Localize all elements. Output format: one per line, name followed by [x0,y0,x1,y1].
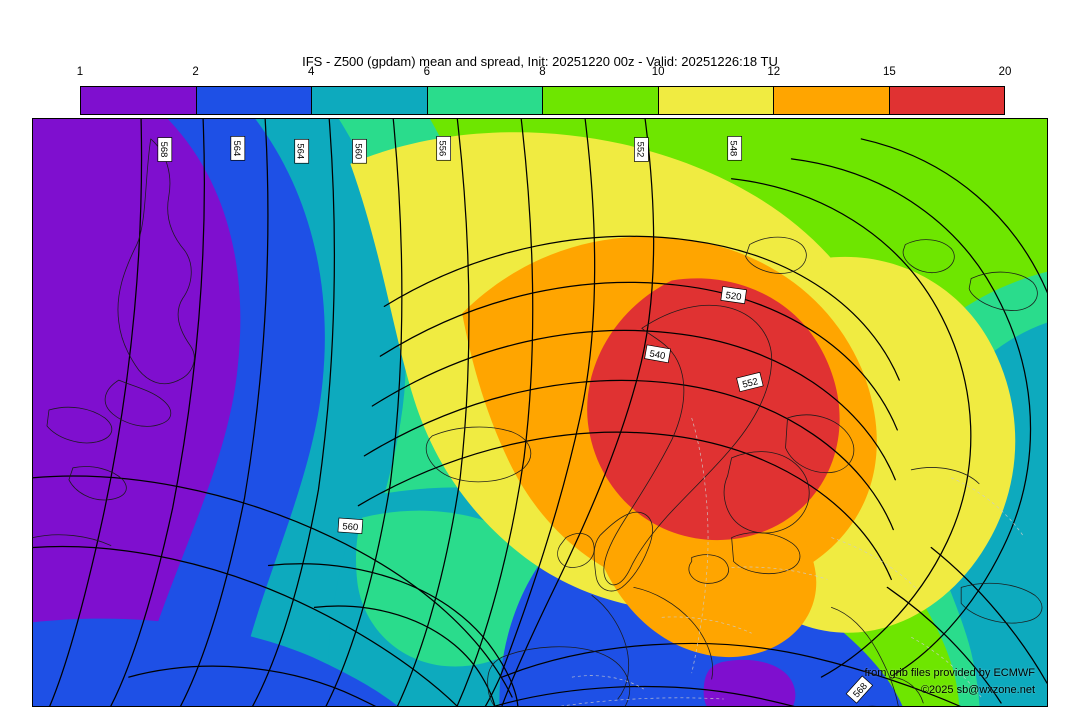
contour-label: 556 [436,136,452,161]
colorbar-segment-2-4 [196,87,312,114]
contour-label-box [845,675,874,704]
colorbar-tick-12: 12 [767,66,781,78]
contour-label-box [436,136,452,161]
contour-label-text: 560 [353,143,364,159]
contour-label-text: 548 [728,140,739,156]
contour-label-box [736,371,764,393]
colorbar-segment-1-2 [81,87,197,114]
contour-label: 564 [230,136,246,161]
colorbar-tick-1: 1 [76,66,84,78]
colorbar-segment-6-8 [427,87,543,114]
contour-label-text: 556 [437,140,448,156]
contour-label-box [230,136,246,161]
colorbar-segment-12-15 [774,87,890,114]
contour-label: 540 [644,344,672,364]
contour-label: 520 [720,286,747,305]
contour-label-box [337,517,364,534]
contour-label-text: 564 [295,143,306,159]
contour-label-box [727,136,743,161]
colorbar-segment-4-6 [312,87,428,114]
contour-label-text: 560 [342,521,359,533]
contour-label-box [634,137,649,162]
colorbar-tick-6: 6 [423,66,431,78]
contour-label: 548 [727,136,743,161]
copyright-credit: ©2025 sb@wxzone.net [920,684,1035,696]
colorbar-tick-4: 4 [308,66,315,78]
contour-label-box [294,138,310,164]
contour-label-text: 564 [231,140,242,156]
contour-label: 560 [352,138,367,164]
page-title: IFS - Z500 (gpdam) mean and spread, Init… [302,54,778,69]
contour-label-box [157,137,173,162]
contour-label-text: 540 [649,348,666,362]
contour-label-box [720,286,747,305]
colorbar-tick-15: 15 [882,66,896,78]
colorbar-gradient [80,86,1005,115]
colorbar: 1 2 4 6 8 10 12 15 20 [77,66,1011,115]
map-panel[interactable]: 568 564 564 560 556 552 548 520 540 552 560 568 fro… [32,118,1048,707]
source-credit: from grib files provided by ECMWF [864,667,1035,679]
contour-label: 568 [157,137,173,162]
colorbar-tick-20: 20 [998,66,1012,78]
contour-label-box [352,138,367,164]
colorbar-tick-2: 2 [192,66,199,78]
contour-label-box [644,344,672,364]
contour-label-text: 552 [634,142,645,158]
colorbar-segment-10-12 [658,87,774,114]
contour-label: 564 [294,138,310,164]
contour-label-text: 568 [158,142,169,158]
colorbar-segment-8-10 [543,87,659,114]
contour-label: 552 [736,371,764,393]
colorbar-tick-10: 10 [651,66,665,78]
colorbar-tick-8: 8 [539,66,546,78]
contour-label: 560 [337,517,364,534]
contour-label-text: 552 [741,376,759,390]
colorbar-segment-15-20 [889,87,1004,114]
colorbar-tick-labels: 1 2 4 6 8 10 12 15 20 [76,66,1012,82]
contour-label-text: 520 [725,290,742,303]
contour-label: 552 [634,137,649,162]
